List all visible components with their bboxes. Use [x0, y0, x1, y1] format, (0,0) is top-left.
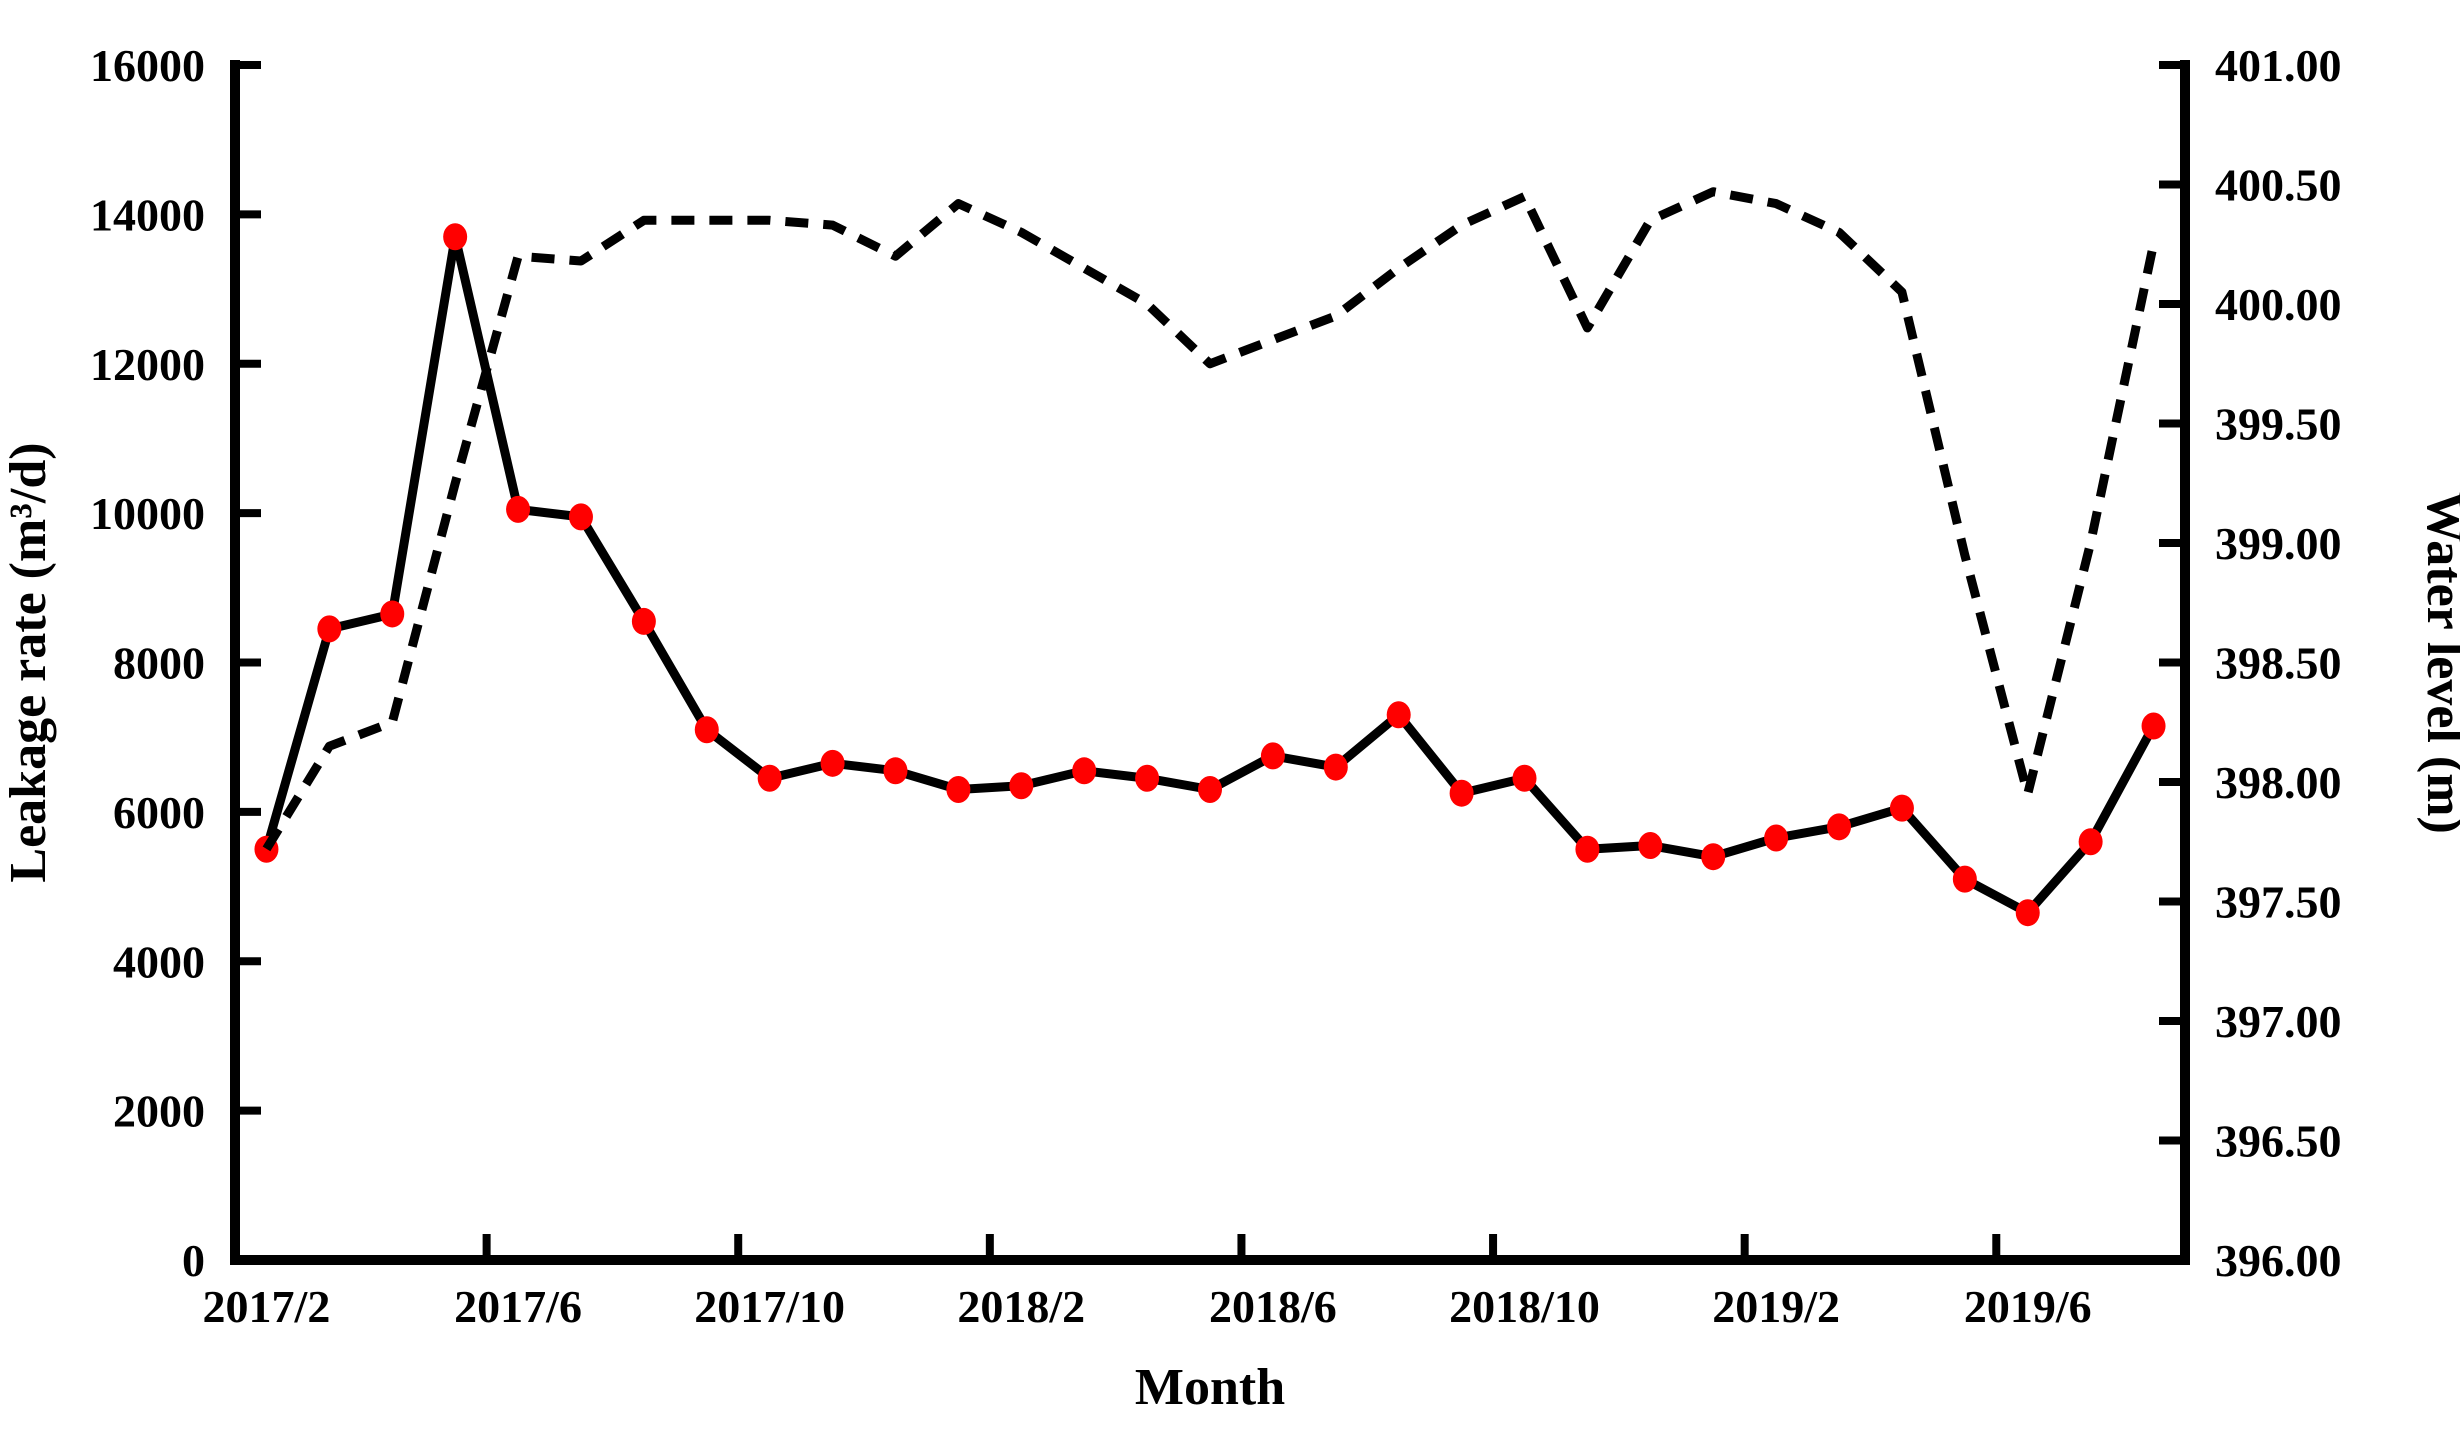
- data-point-marker: [1072, 757, 1097, 785]
- data-point-marker: [883, 757, 908, 785]
- left-axis-title: Leakage rate (m³/d): [0, 442, 57, 882]
- right-axis-tick-label: 401.00: [2215, 40, 2342, 91]
- right-axis-tick-label: 396.50: [2215, 1116, 2342, 1167]
- x-axis-tick-label: 2018/2: [957, 1281, 1085, 1332]
- water-level-line: [262, 187, 2158, 852]
- left-axis-tick-label: 8000: [113, 638, 205, 689]
- data-point-marker: [2141, 712, 2166, 740]
- left-axis-tick-label: 2000: [113, 1086, 205, 1137]
- left-axis-tick-label: 14000: [90, 189, 205, 240]
- data-point-marker: [1638, 831, 1663, 859]
- x-axis-tick-label: 2018/10: [1449, 1281, 1600, 1332]
- data-point-marker: [946, 775, 971, 803]
- data-point-marker: [506, 495, 531, 523]
- leakage-rate-line: [262, 232, 2158, 918]
- data-point-marker: [1827, 813, 1852, 841]
- data-point-marker: [568, 503, 593, 531]
- data-point-marker: [1260, 742, 1285, 770]
- right-axis-tick-label: 397.50: [2215, 877, 2342, 928]
- right-axis-tick-label: 400.00: [2215, 279, 2342, 330]
- data-point-marker: [631, 607, 656, 635]
- right-axis-tick-label: 397.00: [2215, 996, 2342, 1047]
- x-axis-tick-label: 2019/6: [1964, 1281, 2092, 1332]
- left-axis-tick-label: 12000: [90, 339, 205, 390]
- data-point-marker: [380, 600, 405, 628]
- data-point-marker: [820, 749, 845, 777]
- data-point-marker: [694, 716, 719, 744]
- left-axis-tick-label: 4000: [113, 936, 205, 987]
- data-point-marker: [317, 615, 342, 643]
- data-point-marker: [757, 764, 782, 792]
- right-axis-tick-label: 398.00: [2215, 757, 2342, 808]
- x-axis-tick-label: 2017/6: [454, 1281, 582, 1332]
- data-point-marker: [443, 223, 468, 251]
- data-point-marker: [1512, 764, 1537, 792]
- left-axis-tick-label: 6000: [113, 787, 205, 838]
- data-point-marker: [1198, 775, 1222, 803]
- data-point-marker: [2015, 899, 2040, 927]
- right-axis-tick-label: 399.00: [2215, 518, 2342, 569]
- data-point-marker: [1764, 824, 1789, 852]
- x-axis-title: Month: [1135, 1359, 1285, 1416]
- data-point-marker: [1449, 779, 1474, 807]
- left-axis-tick-label: 10000: [90, 488, 205, 539]
- right-axis-tick-label: 400.50: [2215, 160, 2342, 211]
- data-point-marker: [1575, 835, 1600, 863]
- x-axis-tick-label: 2019/2: [1712, 1281, 1840, 1332]
- data-point-marker: [1386, 701, 1411, 729]
- right-axis-tick-label: 398.50: [2215, 638, 2342, 689]
- right-axis-tick-label: 399.50: [2215, 399, 2342, 450]
- x-axis-tick-label: 2017/10: [694, 1281, 845, 1332]
- data-point-marker: [1323, 753, 1348, 781]
- data-point-marker: [1135, 764, 1160, 792]
- right-axis-title: Water level (m): [2416, 491, 2460, 834]
- data-point-marker: [1701, 843, 1726, 871]
- x-axis-tick-label: 2018/6: [1209, 1281, 1337, 1332]
- left-axis-tick-label: 16000: [90, 40, 205, 91]
- left-axis-tick-label: 0: [182, 1235, 205, 1286]
- data-point-marker: [2078, 828, 2103, 856]
- axis-spines: [230, 60, 2190, 1265]
- x-axis-tick-label: 2017/2: [203, 1281, 331, 1332]
- right-axis-tick-label: 396.00: [2215, 1235, 2342, 1286]
- data-point-marker: [1889, 794, 1914, 822]
- data-point-marker: [1009, 772, 1034, 800]
- data-point-marker: [1952, 865, 1977, 893]
